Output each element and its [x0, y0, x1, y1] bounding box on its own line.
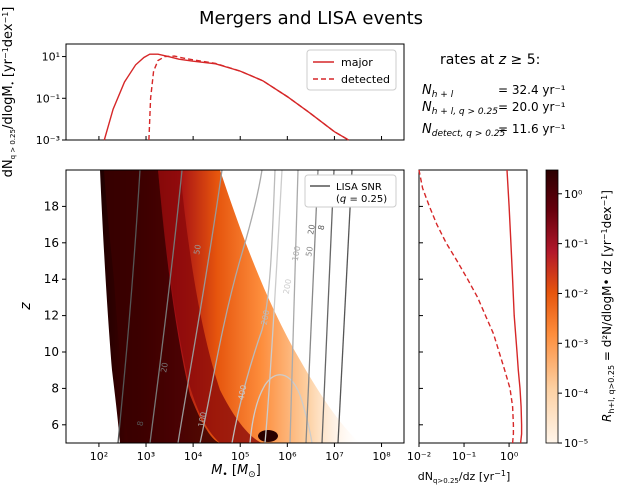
top-panel: 10¹ 10⁻¹ 10⁻³ dNq > 0.25/dlogM• [yr−1dex−1… [1, 7, 405, 178]
top-y-axis-label: dNq > 0.25/dlogM• [yr−1dex−1] [1, 7, 17, 178]
main-y-tick-label: 6 [51, 418, 59, 432]
snr-legend: LISA SNR (q = 0.25) [304, 174, 397, 208]
snr-contour-line [117, 170, 141, 443]
main-y-axis-label: z [18, 302, 34, 311]
legend-detected-label: detected [341, 73, 390, 86]
right-panel-frame [418, 169, 528, 444]
rate-value-2: = 11.6 yr⁻¹ [498, 122, 566, 136]
snr-contour-line [149, 170, 183, 443]
snr-contour-label: 20 [306, 224, 317, 236]
snr-contour-line [199, 170, 263, 443]
heatmap-core [104, 170, 220, 443]
snr-contour-label: 200 [282, 278, 294, 295]
snr-contour-line [337, 170, 353, 443]
snr-contour-label: 400 [237, 384, 249, 401]
top-y-ticks: 10¹ 10⁻¹ 10⁻³ [36, 51, 383, 147]
snr-contour-label: 8 [136, 420, 146, 427]
snr-contour-label: 50 [304, 246, 315, 258]
snr-contour-line [289, 170, 299, 443]
right-x-ticks: 10⁻² 10⁻¹ 10⁰ [407, 205, 519, 463]
rate-value-1: = 20.0 yr⁻¹ [498, 100, 566, 114]
colorbar: 10⁰ 10⁻¹ 10⁻² 10⁻³ 10⁻⁴ 10⁻⁵ Rh+l, q>0.25 = d… [545, 169, 616, 450]
main-y-ticks: 6 8 10 12 14 16 18 [44, 199, 66, 432]
main-y-tick-label: 12 [44, 309, 59, 323]
main-x-tick-label: 10⁸ [372, 450, 391, 463]
colorbar-tick-label: 10⁰ [564, 188, 583, 201]
rates-box: rates at z ≥ 5: Nh + l = 32.4 yr⁻¹ Nh + … [422, 52, 566, 139]
legend-major-label: major [341, 56, 373, 69]
main-x-ticks: 10² 10³ 10⁴ 10⁵ 10⁶ 10⁷ 10⁸ [90, 443, 391, 463]
rate-label-1: Nh + l, q > 0.25 [422, 100, 498, 117]
right-series-detected [418, 169, 515, 444]
right-x-tick-label: 10⁻² [407, 450, 431, 463]
snr-contour-line [264, 170, 283, 443]
colorbar-tick-label: 10⁻⁵ [564, 437, 588, 450]
figure-title: Mergers and LISA events [199, 8, 423, 29]
main-x-tick-label: 10⁴ [184, 450, 203, 463]
rate-label-2: Ndetect, q > 0.25 [422, 122, 506, 139]
right-x-tick-label: 10⁻¹ [452, 450, 476, 463]
heatmap-core-edge [158, 170, 262, 443]
colorbar-tick-label: 10⁻³ [564, 337, 588, 350]
top-panel-frame [65, 43, 405, 141]
main-x-axis-label: M• [M⊙] [211, 463, 261, 480]
snr-contour-label: 50 [192, 244, 203, 256]
main-y-tick-label: 18 [44, 199, 59, 213]
main-x-tick-label: 10⁷ [325, 450, 343, 463]
right-x-tick-label: 10⁰ [500, 450, 519, 463]
main-x-tick-label: 10⁵ [231, 450, 249, 463]
main-x-tick-label: 10⁶ [278, 450, 297, 463]
heatmap-peak [258, 430, 278, 442]
snr-contour-label: 200 [260, 309, 272, 326]
snr-legend-sublabel: (q = 0.25) [336, 194, 387, 205]
snr-contour-line [231, 170, 276, 443]
top-legend: major detected [306, 49, 397, 91]
snr-contour-label: 8 [317, 224, 327, 231]
main-y-tick-label: 16 [44, 236, 59, 250]
rate-value-0: = 32.4 yr⁻¹ [498, 83, 566, 97]
rate-label-0: Nh + l [422, 83, 454, 100]
right-x-axis-label: dNq>0.25/dz [yr−1] [418, 469, 511, 485]
main-y-tick-label: 10 [44, 345, 59, 359]
snr-contour-label: 100 [291, 245, 303, 262]
main-x-tick-label: 10³ [137, 450, 155, 463]
top-series [103, 53, 349, 141]
colorbar-tick-label: 10⁻⁴ [564, 387, 589, 400]
snr-legend-box [304, 174, 397, 208]
snr-contour-line [177, 170, 223, 443]
colorbar-ticks: 10⁰ 10⁻¹ 10⁻² 10⁻³ 10⁻⁴ 10⁻⁵ [558, 188, 589, 450]
right-series [418, 169, 523, 444]
main-x-tick-label: 10² [90, 450, 108, 463]
snr-contour-label: 20 [159, 362, 170, 374]
main-y-tick-label: 14 [44, 272, 59, 286]
colorbar-gradient [545, 169, 559, 444]
snr-contour-line [305, 170, 319, 443]
colorbar-tick-label: 10⁻² [564, 287, 588, 300]
snr-legend-label: LISA SNR [336, 182, 382, 193]
snr-contour-line [321, 170, 335, 443]
right-panel: 10⁻² 10⁻¹ 10⁰ dNq>0.25/dz [yr−1] [407, 169, 528, 485]
rates-heading: rates at z ≥ 5: [440, 52, 540, 68]
top-y-tick-label: 10⁻³ [36, 134, 60, 147]
top-y-tick-label: 10⁻¹ [36, 92, 60, 105]
main-y-tick-label: 8 [51, 381, 59, 395]
main-panel-frame [65, 169, 405, 444]
top-series-detected [148, 55, 349, 141]
colorbar-label: Rh+l, q>0.25 = d²N/dlogM• dz [yr−1dex−1] [600, 190, 616, 422]
colorbar-tick-label: 10⁻¹ [564, 238, 588, 251]
right-series-major [506, 169, 523, 444]
snr-contour-label: 100 [197, 411, 209, 428]
top-legend-box [306, 49, 397, 91]
top-y-tick-label: 10¹ [42, 51, 60, 64]
